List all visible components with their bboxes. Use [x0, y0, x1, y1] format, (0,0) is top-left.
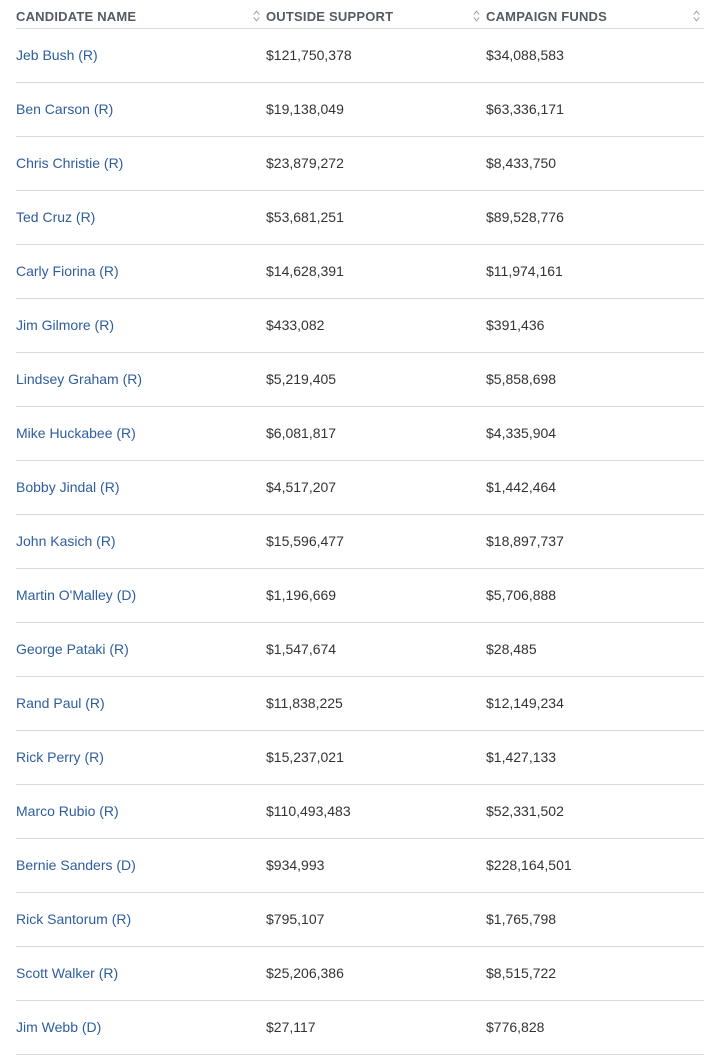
- table-row: Rick Santorum (R) $795,107 $1,765,798: [16, 893, 704, 947]
- campaign-funds-value: $8,433,750: [486, 155, 557, 171]
- candidate-link[interactable]: George Pataki (R): [16, 641, 129, 657]
- header-candidate-name[interactable]: CANDIDATE NAME: [16, 9, 137, 24]
- candidate-link[interactable]: John Kasich (R): [16, 533, 116, 549]
- table-row: Jim Webb (D) $27,117 $776,828: [16, 1001, 704, 1055]
- outside-support-value: $433,082: [266, 317, 325, 333]
- sort-icon[interactable]: [473, 10, 480, 22]
- outside-support-value: $11,838,225: [266, 695, 343, 711]
- table-row: Ben Carson (R) $19,138,049 $63,336,171: [16, 83, 704, 137]
- campaign-funds-value: $1,765,798: [486, 911, 557, 927]
- table-row: John Kasich (R) $15,596,477 $18,897,737: [16, 515, 704, 569]
- table-row: Rick Perry (R) $15,237,021 $1,427,133: [16, 731, 704, 785]
- outside-support-value: $27,117: [266, 1019, 316, 1035]
- table-row: Martin O'Malley (D) $1,196,669 $5,706,88…: [16, 569, 704, 623]
- outside-support-value: $4,517,207: [266, 479, 337, 495]
- outside-support-value: $110,493,483: [266, 803, 351, 819]
- campaign-funds-value: $228,164,501: [486, 857, 572, 873]
- campaign-funds-value: $89,528,776: [486, 209, 564, 225]
- sort-icon[interactable]: [253, 10, 260, 22]
- table-row: Marco Rubio (R) $110,493,483 $52,331,502: [16, 785, 704, 839]
- outside-support-value: $5,219,405: [266, 371, 337, 387]
- table-row: Bobby Jindal (R) $4,517,207 $1,442,464: [16, 461, 704, 515]
- outside-support-value: $6,081,817: [266, 425, 337, 441]
- candidate-link[interactable]: Scott Walker (R): [16, 965, 119, 981]
- table-row: Chris Christie (R) $23,879,272 $8,433,75…: [16, 137, 704, 191]
- candidate-link[interactable]: Carly Fiorina (R): [16, 263, 119, 279]
- candidate-link[interactable]: Chris Christie (R): [16, 155, 124, 171]
- outside-support-value: $15,596,477: [266, 533, 344, 549]
- candidate-link[interactable]: Jeb Bush (R): [16, 47, 98, 63]
- header-outside-support[interactable]: OUTSIDE SUPPORT: [266, 9, 394, 24]
- outside-support-value: $1,196,669: [266, 587, 337, 603]
- outside-support-value: $14,628,391: [266, 263, 344, 279]
- candidate-link[interactable]: Jim Gilmore (R): [16, 317, 114, 333]
- campaign-funds-value: $52,331,502: [486, 803, 564, 819]
- candidates-table: CANDIDATE NAME OUTSIDE SUPPORT CAMPAIGN …: [16, 0, 704, 1055]
- sort-icon[interactable]: [693, 10, 700, 22]
- candidate-link[interactable]: Rick Santorum (R): [16, 911, 132, 927]
- campaign-funds-value: $12,149,234: [486, 695, 564, 711]
- outside-support-value: $795,107: [266, 911, 325, 927]
- outside-support-value: $1,547,674: [266, 641, 337, 657]
- campaign-funds-value: $63,336,171: [486, 101, 564, 117]
- table-row: Jim Gilmore (R) $433,082 $391,436: [16, 299, 704, 353]
- candidate-link[interactable]: Rand Paul (R): [16, 695, 105, 711]
- table-row: Lindsey Graham (R) $5,219,405 $5,858,698: [16, 353, 704, 407]
- table-row: Carly Fiorina (R) $14,628,391 $11,974,16…: [16, 245, 704, 299]
- candidate-link[interactable]: Ben Carson (R): [16, 101, 114, 117]
- outside-support-value: $23,879,272: [266, 155, 344, 171]
- campaign-funds-value: $776,828: [486, 1019, 545, 1035]
- table-row: George Pataki (R) $1,547,674 $28,485: [16, 623, 704, 677]
- table-row: Jeb Bush (R) $121,750,378 $34,088,583: [16, 29, 704, 83]
- candidate-link[interactable]: Martin O'Malley (D): [16, 587, 137, 603]
- campaign-funds-value: $1,442,464: [486, 479, 557, 495]
- outside-support-value: $25,206,386: [266, 965, 344, 981]
- campaign-funds-value: $11,974,161: [486, 263, 563, 279]
- outside-support-value: $19,138,049: [266, 101, 344, 117]
- candidate-link[interactable]: Lindsey Graham (R): [16, 371, 143, 387]
- campaign-funds-value: $34,088,583: [486, 47, 564, 63]
- header-campaign-funds[interactable]: CAMPAIGN FUNDS: [486, 9, 607, 24]
- candidate-link[interactable]: Jim Webb (D): [16, 1019, 102, 1035]
- table-row: Scott Walker (R) $25,206,386 $8,515,722: [16, 947, 704, 1001]
- outside-support-value: $15,237,021: [266, 749, 344, 765]
- outside-support-value: $934,993: [266, 857, 325, 873]
- campaign-funds-value: $5,858,698: [486, 371, 557, 387]
- outside-support-value: $53,681,251: [266, 209, 344, 225]
- table-row: Bernie Sanders (D) $934,993 $228,164,501: [16, 839, 704, 893]
- candidate-link[interactable]: Mike Huckabee (R): [16, 425, 136, 441]
- candidate-link[interactable]: Bernie Sanders (D): [16, 857, 136, 873]
- campaign-funds-value: $391,436: [486, 317, 545, 333]
- candidate-link[interactable]: Rick Perry (R): [16, 749, 104, 765]
- table-header: CANDIDATE NAME OUTSIDE SUPPORT CAMPAIGN …: [16, 0, 704, 29]
- campaign-funds-value: $4,335,904: [486, 425, 557, 441]
- table-row: Rand Paul (R) $11,838,225 $12,149,234: [16, 677, 704, 731]
- candidate-link[interactable]: Bobby Jindal (R): [16, 479, 120, 495]
- candidate-link[interactable]: Ted Cruz (R): [16, 209, 96, 225]
- campaign-funds-value: $5,706,888: [486, 587, 557, 603]
- outside-support-value: $121,750,378: [266, 47, 352, 63]
- candidate-link[interactable]: Marco Rubio (R): [16, 803, 119, 819]
- table-row: Mike Huckabee (R) $6,081,817 $4,335,904: [16, 407, 704, 461]
- table-row: Ted Cruz (R) $53,681,251 $89,528,776: [16, 191, 704, 245]
- campaign-funds-value: $28,485: [486, 641, 537, 657]
- campaign-funds-value: $8,515,722: [486, 965, 557, 981]
- campaign-funds-value: $18,897,737: [486, 533, 564, 549]
- campaign-funds-value: $1,427,133: [486, 749, 557, 765]
